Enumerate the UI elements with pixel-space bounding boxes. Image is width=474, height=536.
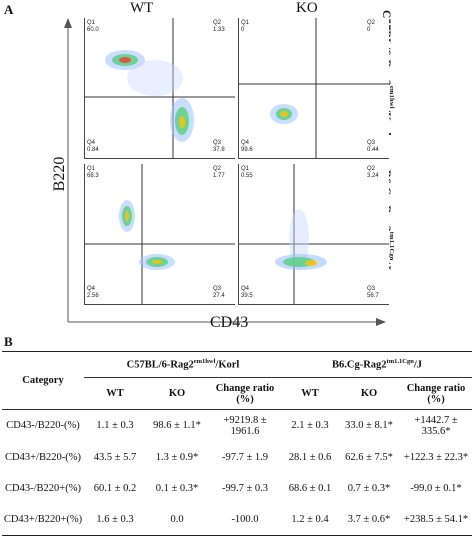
- cell: -99.7 ± 0.3: [221, 483, 268, 494]
- q2-value: 0: [367, 27, 371, 33]
- subheader-wt-2: WT: [282, 377, 338, 410]
- cell: 28.1 ± 0.6: [288, 452, 332, 463]
- scatter-c57-wt: [85, 18, 235, 158]
- q1-label: Q1: [241, 166, 250, 172]
- cell: +238.5 ± 54.1*: [403, 513, 469, 525]
- results-table: Category C57BL/6-Rag2em1hwl/Korl B6.Cg-R…: [2, 351, 472, 536]
- flow-plot-c57-wt: Q1 60.0 Q2 1.33 Q4 0.84 Q3 37.8: [84, 18, 235, 159]
- scatter-b6-wt: [85, 164, 235, 304]
- q3-value: 56.7: [367, 293, 379, 299]
- cell: 0.7 ± 0.3*: [347, 483, 391, 494]
- q4-label: Q4: [87, 286, 96, 292]
- q3-label: Q3: [213, 286, 222, 292]
- panel-a-letter: A: [4, 2, 14, 17]
- row-category: CD43+/B220-(%): [5, 452, 81, 463]
- subheader-ratio-1: Change ratio (%): [208, 377, 282, 410]
- q2-label: Q2: [213, 166, 222, 172]
- cell: 33.0 ± 8.1*: [345, 420, 393, 432]
- q4-label: Q4: [241, 140, 250, 146]
- strain1-header: C57BL/6-Rag2em1hwl/Korl: [126, 358, 240, 371]
- cell: 3.7 ± 0.6*: [347, 513, 391, 525]
- table-row: CD43+/B220+(%) 1.6 ± 0.3 0.0 -100.0 1.2 …: [2, 504, 472, 536]
- cell: +9219.8 ± 1961.6: [223, 414, 267, 437]
- y-axis-title: B220: [51, 156, 68, 192]
- q1-value: 0: [241, 27, 245, 33]
- panel-b-letter: B: [4, 334, 13, 349]
- q1-label: Q1: [87, 20, 96, 26]
- q3-label: Q3: [367, 286, 376, 292]
- q4-value: 0.84: [87, 147, 99, 153]
- y-axis-arrow: [64, 18, 72, 322]
- q2-value: 1.33: [213, 27, 225, 33]
- q4-label: Q4: [87, 140, 96, 146]
- row-category: CD43-/B220+(%): [5, 483, 81, 494]
- cell: -100.0: [231, 513, 259, 525]
- q4-label: Q4: [241, 286, 250, 292]
- q4-value: 2.56: [87, 293, 99, 299]
- q3-label: Q3: [367, 140, 376, 146]
- cell: 43.5 ± 5.7: [93, 452, 137, 463]
- q1-value: 0.55: [241, 173, 253, 179]
- row-category: CD43+/B220+(%): [3, 513, 83, 525]
- scatter-b6-ko: [239, 164, 389, 304]
- table-row: CD43-/B220+(%) 60.1 ± 0.2 0.1 ± 0.3* -99…: [2, 474, 472, 504]
- row-category: CD43-/B220-(%): [6, 420, 80, 432]
- cell: -99.0 ± 0.1*: [410, 483, 462, 494]
- table-row: CD43+/B220-(%) 43.5 ± 5.7 1.3 ± 0.9* -97…: [2, 442, 472, 474]
- q2-label: Q2: [367, 20, 376, 26]
- cell: -97.7 ± 1.9: [221, 452, 268, 463]
- subheader-ratio-2: Change ratio (%): [400, 377, 472, 410]
- subheader-ko-1: KO: [146, 377, 208, 410]
- flow-plot-b6-ko: Q1 0.55 Q2 3.24 Q4 39.5 Q3 56.7: [238, 164, 389, 305]
- cell: +1442.7 ± 335.6*: [414, 414, 458, 437]
- x-axis-arrow: [68, 318, 386, 326]
- table-row: CD43-/B220-(%) 1.1 ± 0.3 98.6 ± 1.1* +92…: [2, 409, 472, 442]
- cell: 1.6 ± 0.3: [96, 513, 134, 525]
- wt-column-header: WT: [130, 0, 154, 16]
- subheader-wt-1: WT: [84, 377, 146, 410]
- q1-value: 68.3: [87, 173, 99, 179]
- cell: 0.1 ± 0.3*: [155, 483, 199, 494]
- scatter-c57-ko: [239, 18, 389, 158]
- q3-value: 37.8: [213, 147, 225, 153]
- q2-label: Q2: [367, 166, 376, 172]
- q4-value: 39.5: [241, 293, 253, 299]
- q3-value: 27.4: [213, 293, 225, 299]
- cell: 2.1 ± 0.3: [291, 420, 329, 432]
- x-axis-title: CD43: [210, 314, 249, 331]
- subheader-ko-2: KO: [338, 377, 400, 410]
- q2-value: 1.77: [213, 173, 225, 179]
- flow-plot-b6-wt: Q1 68.3 Q2 1.77 Q4 2.56 Q3 27.4: [84, 164, 235, 305]
- cell: 62.6 ± 7.5*: [345, 452, 393, 463]
- cell: 60.1 ± 0.2: [93, 483, 137, 494]
- cell: 1.1 ± 0.3: [96, 420, 134, 432]
- cell: 98.6 ± 1.1*: [153, 420, 201, 432]
- ko-column-header: KO: [296, 0, 318, 16]
- q2-label: Q2: [213, 20, 222, 26]
- q4-value: 99.6: [241, 147, 253, 153]
- cell: 68.6 ± 0.1: [288, 483, 332, 494]
- cell: 1.3 ± 0.9*: [155, 452, 199, 463]
- category-header: Category: [22, 375, 64, 386]
- q1-label: Q1: [87, 166, 96, 172]
- strain2-header: B6.Cg-Rag2tm1.1Cgn/J: [332, 358, 422, 371]
- q3-value: 0.44: [367, 147, 379, 153]
- q2-value: 3.24: [367, 173, 379, 179]
- q3-label: Q3: [213, 140, 222, 146]
- cell: 0.0: [170, 513, 184, 525]
- q1-value: 60.0: [87, 27, 99, 33]
- flow-plot-c57-ko: Q1 0 Q2 0 Q4 99.6 Q3 0.44: [238, 18, 389, 159]
- cell: 1.2 ± 0.4: [291, 513, 329, 525]
- q1-label: Q1: [241, 20, 250, 26]
- cell: +122.3 ± 22.3*: [403, 452, 469, 463]
